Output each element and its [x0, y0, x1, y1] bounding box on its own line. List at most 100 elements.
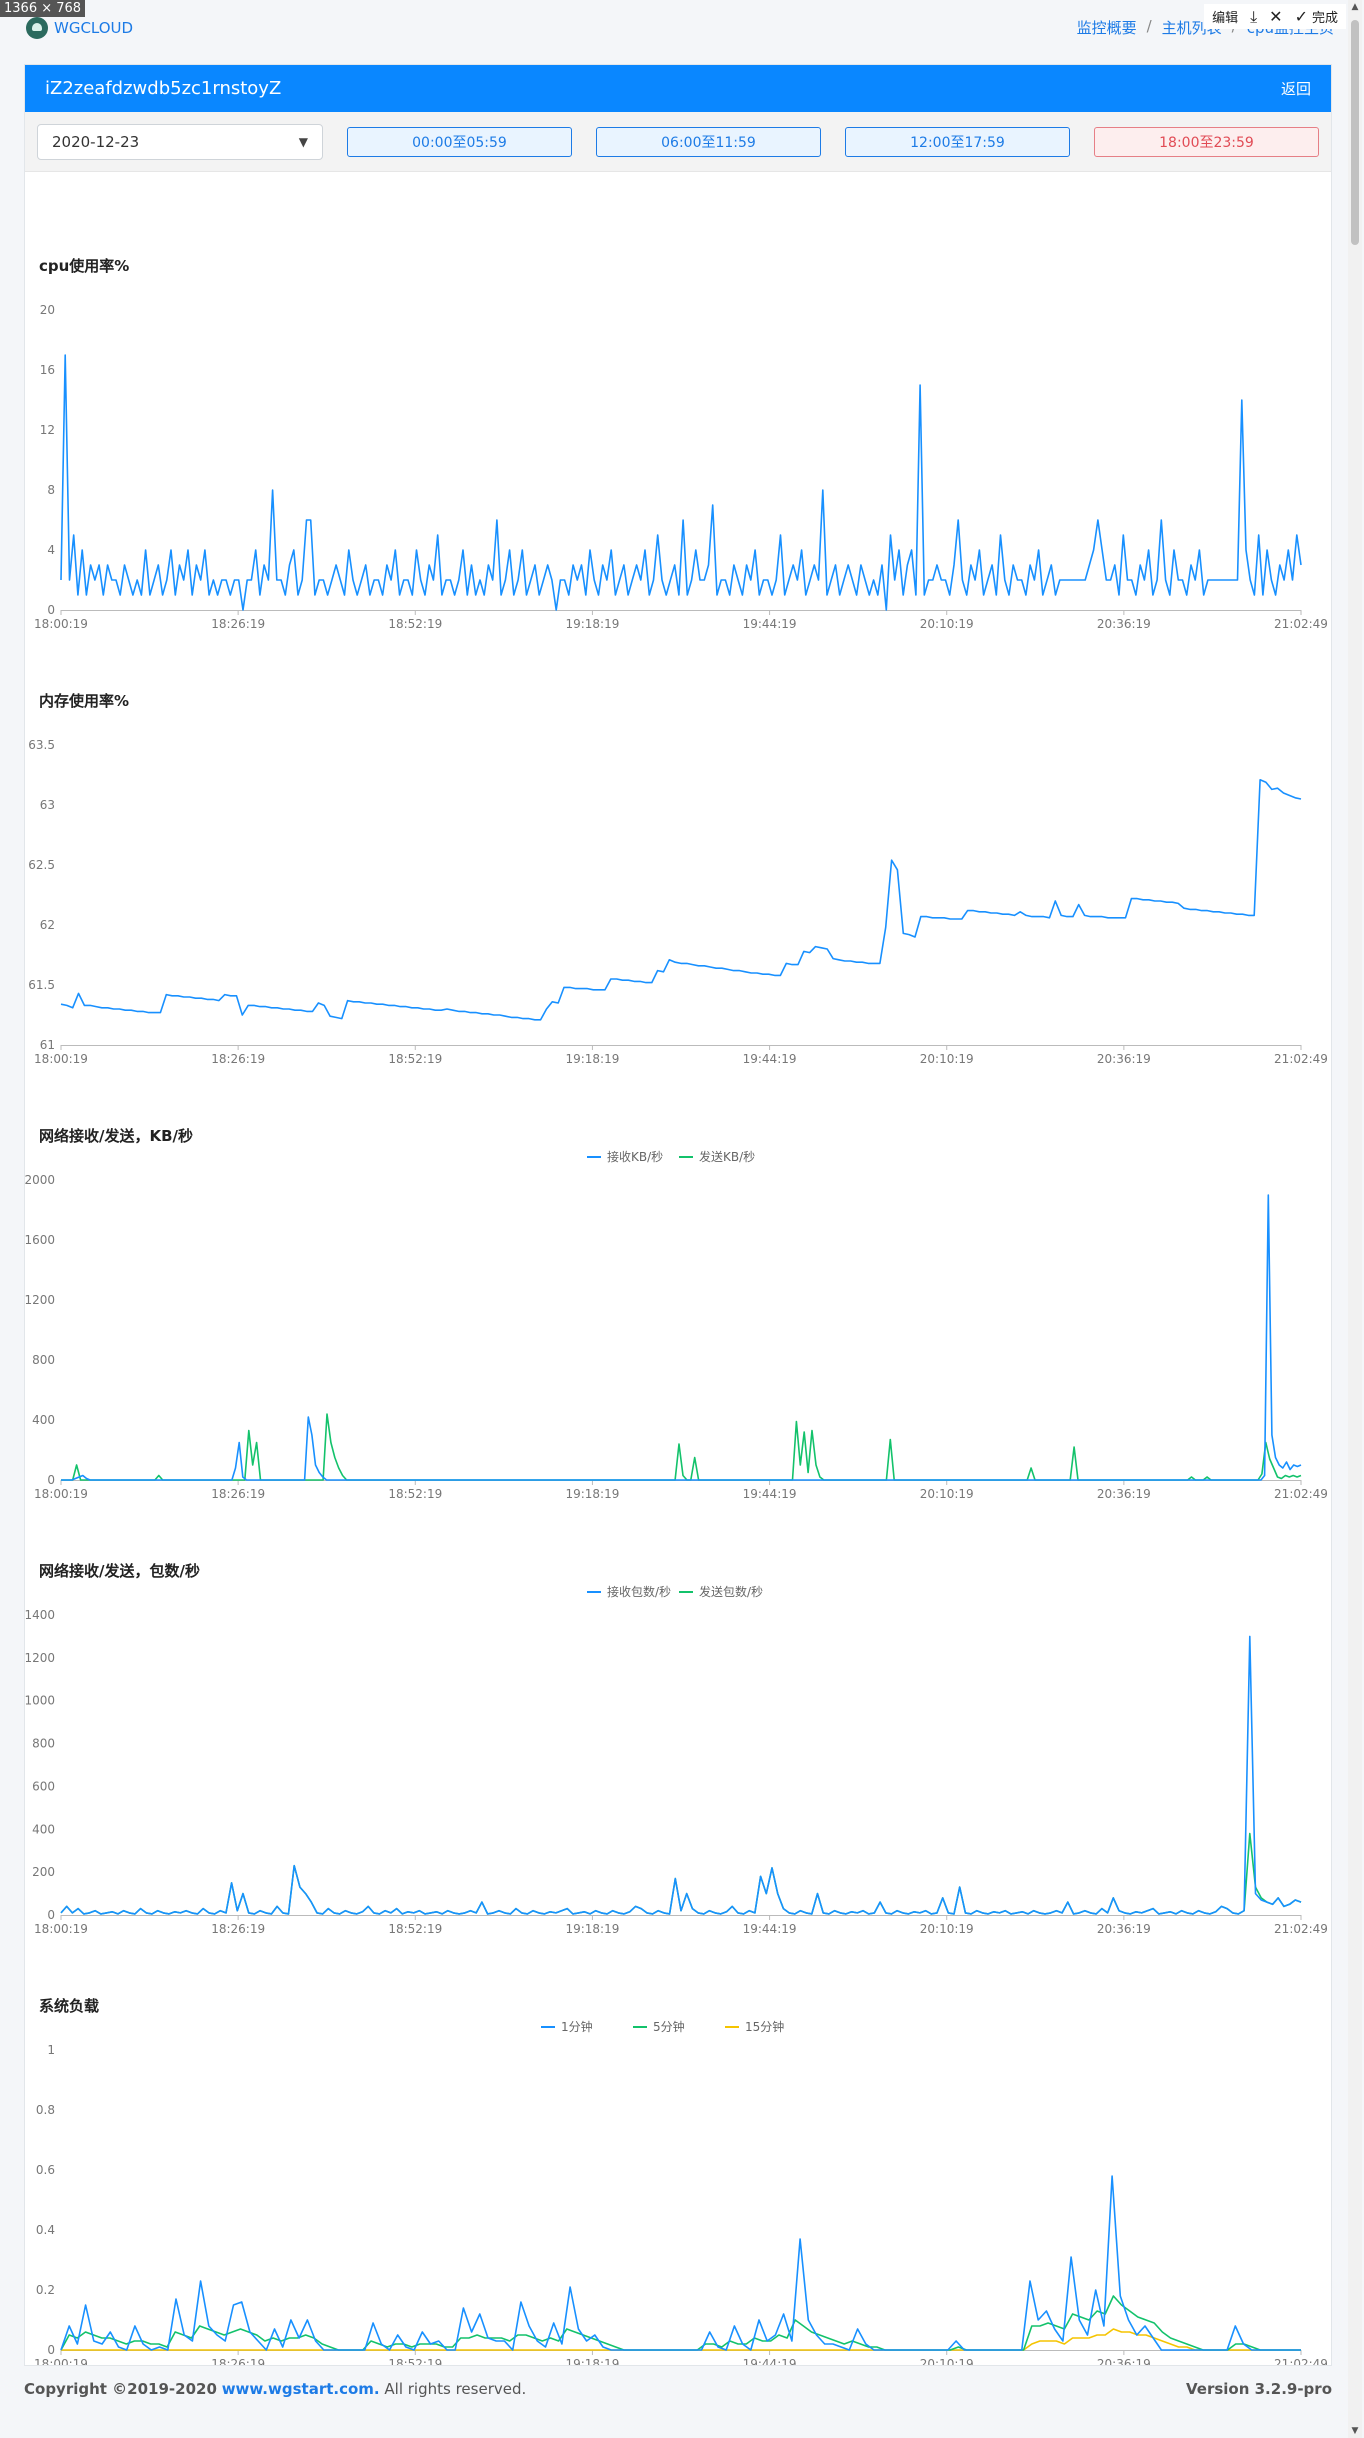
legend-entry[interactable]: 5分钟 [653, 2019, 685, 2034]
system-load-chart: 系统负载 0 0.2 0.4 0.6 0.8 1 18:00:19 18:26:19 18:52… [25, 1995, 1333, 2365]
cloud-logo-icon [26, 17, 48, 39]
x-tick-label: 20:36:19 [1097, 2357, 1151, 2365]
network-packets-chart-svg: 0 200 400 600 800 1000 1200 1400 18:00:19 18:26:1… [25, 1584, 1328, 1936]
download-button[interactable]: ⤓ [1250, 6, 1258, 26]
x-tick-label: 18:52:19 [388, 2357, 442, 2365]
y-tick-label: 1 [47, 2043, 55, 2057]
y-tick-label: 1400 [25, 1608, 55, 1622]
range-button-1800[interactable]: 18:00至23:59 [1094, 126, 1319, 157]
panel-header: iZ2zeafdzwdb5zc1rnstoyZ 返回 [25, 65, 1331, 112]
y-tick-label: 0 [47, 2343, 55, 2357]
series-line [60, 2175, 1301, 2351]
y-tick-label: 0 [47, 603, 55, 617]
legend-entry[interactable]: 发送KB/秒 [699, 1149, 755, 1164]
y-tick-label: 1200 [25, 1293, 55, 1307]
x-tick-label: 20:36:19 [1097, 617, 1151, 631]
series-line [60, 779, 1302, 1021]
x-tick-label: 19:44:19 [743, 1922, 797, 1936]
network-kb-chart: 网络接收/发送，KB/秒 0 400 800 1200 1600 2000 18:00:19… [25, 1125, 1333, 1525]
series-line [60, 1635, 1302, 1915]
series-line [61, 1194, 1302, 1481]
scroll-thumb[interactable] [1351, 20, 1359, 245]
x-tick-label: 19:44:19 [743, 1052, 797, 1066]
x-tick-label: 18:00:19 [34, 1052, 88, 1066]
x-tick-label: 18:26:19 [211, 617, 265, 631]
screen-size-badge: 1366 × 768 [0, 0, 86, 17]
legend-entry[interactable]: 1分钟 [561, 2019, 593, 2034]
done-label: 完成 [1311, 11, 1338, 26]
network-packets-chart: 网络接收/发送，包数/秒 0 200 400 600 800 1000 1200 1400 18… [25, 1560, 1333, 1960]
time-controls: 2020-12-23 ▼ 00:00至05:59 06:00至11:59 12:… [25, 112, 1331, 172]
legend-entry[interactable]: 15分钟 [745, 2019, 784, 2034]
chart-title: 网络接收/发送，KB/秒 [39, 1127, 194, 1145]
x-tick-label: 20:10:19 [920, 1922, 974, 1936]
date-select[interactable]: 2020-12-23 ▼ [37, 123, 323, 160]
x-tick-label: 21:02:49 [1274, 2357, 1328, 2365]
y-tick-label: 62 [40, 918, 55, 932]
x-tick-label: 18:52:19 [388, 1922, 442, 1936]
y-tick-label: 0.8 [36, 2103, 55, 2117]
series-line [61, 1413, 1302, 1481]
screenshot-toolbar: 编辑 ⤓ ✕ ✓ 完成 [1204, 4, 1346, 29]
copyright-text: Copyright ©2019-2020 [24, 2380, 217, 2398]
host-name: iZ2zeafdzwdb5zc1rnstoyZ [45, 78, 282, 99]
close-button[interactable]: ✕ [1269, 8, 1282, 25]
series-line [60, 354, 1302, 611]
x-tick-label: 19:18:19 [565, 1922, 619, 1936]
y-tick-label: 1000 [25, 1694, 55, 1708]
x-tick-label: 19:18:19 [565, 1052, 619, 1066]
memory-chart-svg: 61 61.5 62 62.5 63 63.5 18:00:19 18:26:19 18:52:… [28, 738, 1328, 1066]
y-tick-label: 0 [47, 1908, 55, 1922]
x-tick-label: 20:36:19 [1097, 1487, 1151, 1501]
footer-copyright: Copyright ©2019-2020 www.wgstart.com. Al… [24, 2380, 526, 2398]
edit-label: 编辑 [1212, 11, 1239, 26]
breadcrumb-item-overview[interactable]: 监控概要 [1076, 19, 1137, 37]
done-button[interactable]: ✓ 完成 [1295, 7, 1338, 26]
download-icon: ⤓ [1250, 6, 1258, 26]
x-tick-label: 20:36:19 [1097, 1922, 1151, 1936]
chart-title: cpu使用率% [39, 257, 130, 275]
y-tick-label: 63 [40, 798, 55, 812]
y-tick-label: 4 [47, 543, 55, 557]
y-tick-label: 62.5 [28, 858, 55, 872]
y-tick-label: 400 [32, 1822, 55, 1836]
x-tick-label: 18:00:19 [34, 1487, 88, 1501]
network-kb-chart-svg: 0 400 800 1200 1600 2000 18:00:19 18:26:19 18:52… [25, 1149, 1328, 1501]
range-button-1200[interactable]: 12:00至17:59 [845, 126, 1070, 157]
scroll-down-icon[interactable]: ▼ [1351, 2426, 1359, 2436]
x-tick-label: 21:02:49 [1274, 1922, 1328, 1936]
chart-title: 网络接收/发送，包数/秒 [39, 1562, 200, 1580]
y-tick-label: 0.6 [36, 2163, 55, 2177]
scroll-up-icon[interactable]: ▲ [1351, 2, 1359, 12]
x-tick-label: 20:10:19 [920, 1487, 974, 1501]
y-tick-label: 12 [40, 423, 55, 437]
brand-logo[interactable]: WGCLOUD [26, 17, 133, 39]
monitor-panel: iZ2zeafdzwdb5zc1rnstoyZ 返回 2020-12-23 ▼ … [24, 64, 1332, 2366]
x-tick-label: 18:26:19 [211, 2357, 265, 2365]
site-link[interactable]: www.wgstart.com. [221, 2380, 380, 2398]
range-button-0600[interactable]: 06:00至11:59 [596, 126, 821, 157]
back-link[interactable]: 返回 [1280, 80, 1311, 98]
x-tick-label: 19:18:19 [565, 2357, 619, 2365]
legend-entry[interactable]: 接收KB/秒 [607, 1149, 663, 1164]
x-tick-label: 21:02:49 [1274, 1487, 1328, 1501]
x-tick-label: 21:02:49 [1274, 617, 1328, 631]
edit-button[interactable]: 编辑 [1212, 7, 1238, 26]
x-tick-label: 18:00:19 [34, 1922, 88, 1936]
y-tick-label: 600 [32, 1779, 55, 1793]
chart-title: 系统负载 [39, 1997, 100, 2015]
y-tick-label: 61 [40, 1038, 55, 1052]
page-scrollbar[interactable]: ▲ ▼ [1348, 0, 1362, 2438]
x-tick-label: 18:26:19 [211, 1487, 265, 1501]
y-tick-label: 800 [32, 1353, 55, 1367]
legend-entry[interactable]: 发送包数/秒 [699, 1584, 763, 1599]
date-value: 2020-12-23 [52, 132, 140, 151]
x-tick-label: 20:36:19 [1097, 1052, 1151, 1066]
x-tick-label: 18:26:19 [211, 1922, 265, 1936]
legend-entry[interactable]: 接收包数/秒 [607, 1584, 671, 1599]
x-tick-label: 20:10:19 [920, 2357, 974, 2365]
y-tick-label: 0.4 [36, 2223, 55, 2237]
range-button-0000[interactable]: 00:00至05:59 [347, 126, 572, 157]
x-tick-label: 18:52:19 [388, 1487, 442, 1501]
y-tick-label: 0 [47, 1473, 55, 1487]
